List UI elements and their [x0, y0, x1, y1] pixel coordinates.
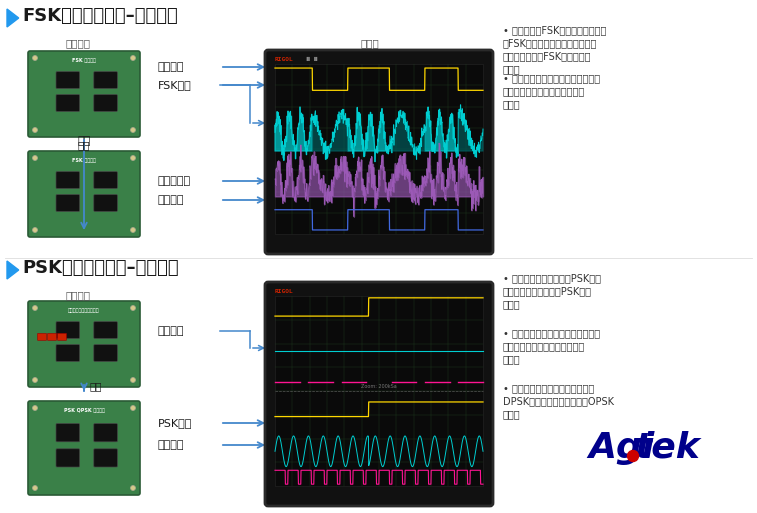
FancyBboxPatch shape: [58, 333, 67, 341]
Circle shape: [33, 55, 38, 61]
Circle shape: [33, 405, 38, 410]
FancyBboxPatch shape: [265, 50, 493, 254]
FancyBboxPatch shape: [28, 301, 140, 387]
Polygon shape: [7, 261, 19, 279]
FancyBboxPatch shape: [265, 282, 493, 506]
FancyBboxPatch shape: [56, 72, 79, 88]
Circle shape: [130, 378, 136, 383]
Text: 实验模块: 实验模块: [66, 290, 91, 300]
Circle shape: [33, 155, 38, 161]
Text: PSK信号: PSK信号: [158, 418, 192, 428]
FancyBboxPatch shape: [56, 172, 79, 188]
FancyBboxPatch shape: [56, 322, 79, 339]
Text: 噪声: 噪声: [90, 381, 102, 391]
Text: • 深存储特性提高采样率及存储波形
长度，完美展现波形轮廓及波形
细节。: • 深存储特性提高采样率及存储波形 长度，完美展现波形轮廓及波形 细节。: [503, 328, 600, 364]
FancyBboxPatch shape: [28, 51, 140, 137]
FancyBboxPatch shape: [94, 424, 117, 442]
Circle shape: [130, 155, 136, 161]
Circle shape: [130, 485, 136, 490]
Text: 接收端信号: 接收端信号: [158, 176, 191, 186]
Text: 时钟与基带数据发生模块: 时钟与基带数据发生模块: [68, 308, 100, 313]
Text: Zoom: 200kSa: Zoom: 200kSa: [361, 384, 397, 389]
Text: 解调信号: 解调信号: [158, 195, 185, 205]
FancyBboxPatch shape: [94, 345, 117, 361]
Text: FSK 调制模块: FSK 调制模块: [72, 58, 96, 63]
Circle shape: [130, 405, 136, 410]
Circle shape: [130, 306, 136, 310]
FancyBboxPatch shape: [94, 194, 117, 211]
Circle shape: [33, 227, 38, 232]
Circle shape: [130, 55, 136, 61]
Text: 时钟信号: 时钟信号: [158, 440, 185, 450]
FancyBboxPatch shape: [94, 94, 117, 111]
FancyBboxPatch shape: [94, 322, 117, 339]
Circle shape: [130, 128, 136, 132]
Text: • 基带信号转换为相对码，可实现
DPSK调制；同一模块可实现OPSK
调制。: • 基带信号转换为相对码，可实现 DPSK调制；同一模块可实现OPSK 调制。: [503, 383, 614, 420]
FancyBboxPatch shape: [56, 94, 79, 111]
Bar: [275, 296, 483, 486]
Text: • 有助于理解通信系统的特性，验证
噪声的存在提高了通信系统的误
码率。: • 有助于理解通信系统的特性，验证 噪声的存在提高了通信系统的误 码率。: [503, 73, 600, 109]
FancyBboxPatch shape: [48, 333, 57, 341]
Circle shape: [33, 485, 38, 490]
FancyBboxPatch shape: [94, 449, 117, 467]
Text: PSK QPSK 调制模块: PSK QPSK 调制模块: [64, 408, 104, 413]
FancyBboxPatch shape: [38, 333, 46, 341]
FancyBboxPatch shape: [56, 449, 79, 467]
Text: RIGOL: RIGOL: [275, 289, 294, 294]
Text: FSK调制解调实验–解调部分: FSK调制解调实验–解调部分: [22, 7, 178, 25]
Circle shape: [33, 128, 38, 132]
Circle shape: [33, 306, 38, 310]
Circle shape: [130, 227, 136, 232]
Text: FSK信号: FSK信号: [158, 80, 192, 90]
Text: 噪声: 噪声: [78, 140, 90, 150]
Text: PSK调制解调实验–调制部分: PSK调制解调实验–调制部分: [22, 259, 179, 277]
FancyBboxPatch shape: [94, 172, 117, 188]
FancyBboxPatch shape: [28, 151, 140, 237]
Text: • 基带信号、FSK信号、加载噪声后
的FSK信号以及解调后的信号同时
观测，直观理解FSK通信系统的
架构。: • 基带信号、FSK信号、加载噪声后 的FSK信号以及解调后的信号同时 观测，直…: [503, 25, 606, 74]
Text: 实验模块: 实验模块: [66, 38, 91, 48]
Circle shape: [33, 378, 38, 383]
Text: Agi: Agi: [588, 431, 654, 465]
Bar: [275, 64, 483, 234]
FancyBboxPatch shape: [94, 72, 117, 88]
FancyBboxPatch shape: [28, 401, 140, 495]
Text: 基带信号: 基带信号: [158, 326, 185, 336]
FancyBboxPatch shape: [56, 194, 79, 211]
Text: 侧视图: 侧视图: [360, 290, 379, 300]
Text: FSK 解调模块: FSK 解调模块: [72, 158, 96, 163]
Circle shape: [628, 450, 638, 462]
FancyBboxPatch shape: [56, 345, 79, 361]
Text: ▐▌ ▐▌: ▐▌ ▐▌: [305, 57, 319, 61]
Text: 侧视图: 侧视图: [360, 38, 379, 48]
Text: tek: tek: [634, 431, 699, 465]
Text: 噪声: 噪声: [77, 136, 91, 146]
Polygon shape: [7, 9, 19, 27]
Text: RIGOL: RIGOL: [275, 57, 294, 62]
Text: 基带信号: 基带信号: [158, 62, 185, 72]
Text: • 基带信号、码元时钟、PSK信号
同时观测，有利于理解PSK调制
原理。: • 基带信号、码元时钟、PSK信号 同时观测，有利于理解PSK调制 原理。: [503, 273, 601, 309]
FancyBboxPatch shape: [56, 424, 79, 442]
